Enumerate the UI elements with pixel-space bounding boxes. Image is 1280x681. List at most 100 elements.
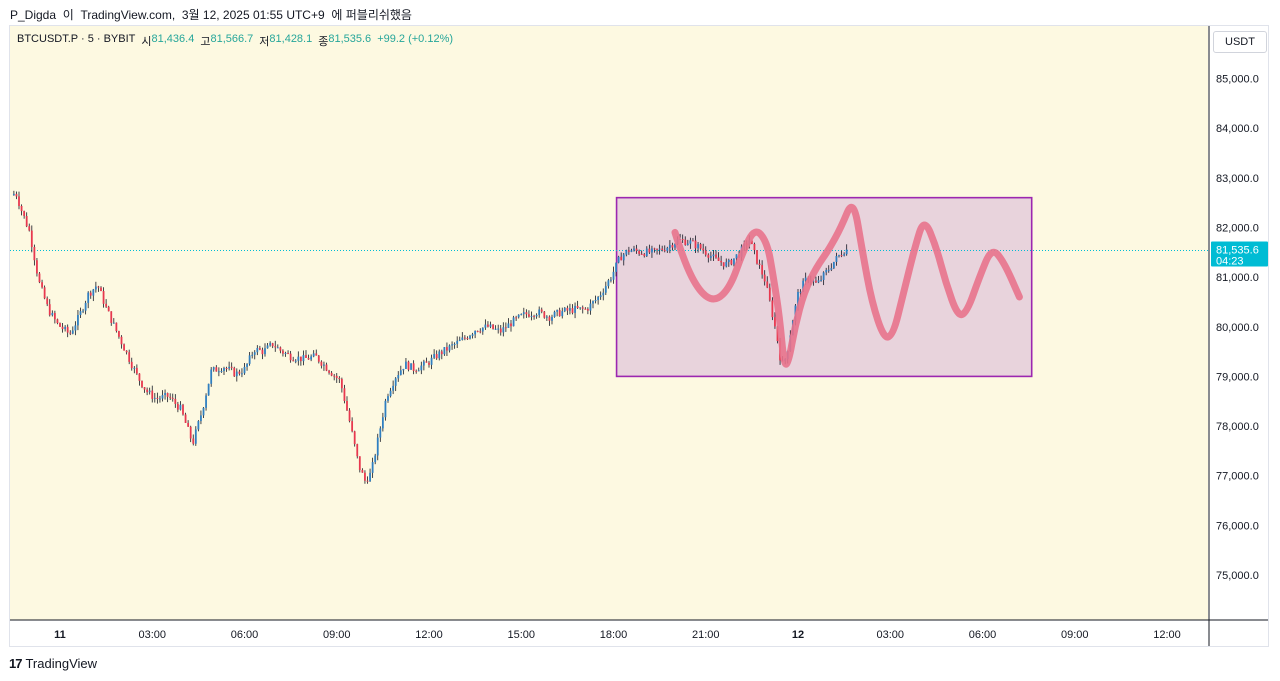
candle-body	[41, 282, 43, 288]
price-tick-label: 81,000.0	[1216, 272, 1259, 284]
candle-body	[425, 361, 428, 363]
candle-body	[709, 256, 712, 258]
candle-body	[371, 462, 374, 473]
price-tick-label: 77,000.0	[1216, 471, 1259, 483]
candle-body	[302, 355, 305, 362]
publish-info: P_Digda 이 TradingView.com, 3월 12, 2025 0…	[10, 6, 412, 23]
candle-body	[428, 362, 430, 365]
time-axis[interactable]	[10, 620, 1208, 646]
candle-body	[822, 272, 825, 280]
candle-body	[194, 429, 197, 444]
candle-body	[686, 243, 689, 245]
candle-body	[479, 331, 482, 333]
candle-body	[456, 340, 459, 344]
currency-button[interactable]: USDT	[1213, 31, 1267, 53]
candle-body	[125, 350, 128, 353]
candle-body	[579, 307, 582, 309]
candle-body	[832, 261, 835, 269]
candle-body	[174, 398, 177, 404]
price-axis[interactable]	[1209, 26, 1268, 646]
candle-body	[476, 330, 479, 332]
candle-body	[761, 265, 764, 275]
candle-body	[622, 254, 625, 261]
candle-body	[474, 330, 477, 335]
candle-body	[651, 248, 653, 253]
candle-body	[658, 248, 661, 250]
candle-body	[143, 387, 146, 390]
candle-body	[233, 367, 236, 377]
candle-body	[258, 347, 261, 350]
candle-body	[592, 301, 594, 304]
time-tick-label: 03:00	[138, 629, 166, 641]
candle-body	[25, 215, 28, 227]
candle-body	[138, 373, 141, 381]
candle-body	[351, 421, 354, 432]
candle-body	[369, 472, 371, 482]
candle-body	[722, 262, 725, 267]
candle-body	[274, 346, 277, 348]
candle-body	[161, 395, 164, 399]
candle-body	[763, 274, 766, 282]
candle-body	[33, 247, 36, 261]
candle-body	[182, 404, 184, 415]
author-name[interactable]: P_Digda	[10, 8, 57, 22]
high-label: 고	[200, 36, 211, 48]
candle-body	[112, 322, 115, 324]
candle-body	[153, 397, 156, 399]
candle-body	[410, 363, 412, 370]
annotation-rectangle[interactable]	[615, 196, 1033, 378]
candle-body	[604, 286, 607, 293]
candle-body	[220, 371, 223, 373]
candle-body	[133, 367, 136, 369]
candle-body	[666, 247, 669, 252]
candle-body	[727, 259, 730, 262]
candle-body	[156, 397, 159, 399]
candle-body	[776, 326, 779, 342]
price-tick-label: 78,000.0	[1216, 421, 1259, 433]
candle-body	[481, 327, 484, 332]
candle-body	[774, 317, 776, 327]
tradingview-logo-icon[interactable]: 17	[9, 656, 23, 671]
candle-body	[827, 269, 830, 271]
candle-body	[630, 250, 633, 252]
candle-body	[576, 305, 579, 308]
candle-body	[210, 369, 213, 384]
candle-body	[617, 256, 620, 263]
candle-body	[207, 383, 210, 396]
candle-body	[107, 306, 110, 312]
footer: 17 TradingView	[9, 656, 97, 671]
candle-body	[715, 254, 717, 258]
candle-body	[315, 353, 318, 356]
candle-body	[453, 343, 456, 345]
tradingview-logo-text[interactable]: TradingView	[25, 656, 98, 671]
close-label: 종	[318, 36, 329, 48]
candle-body	[312, 353, 315, 357]
candle-body	[189, 426, 192, 439]
price-tag	[1211, 241, 1268, 267]
price-tag-countdown: 04:23	[1216, 256, 1244, 268]
candle-body	[202, 407, 205, 416]
ohlc-legend: BTCUSDT.P · 5 · BYBIT 시 81,436.4 고 81,56…	[17, 33, 453, 49]
freehand-annotation[interactable]	[671, 203, 1023, 368]
candle-body	[36, 260, 38, 274]
symbol-label[interactable]: BTCUSDT.P · 5 · BYBIT	[17, 33, 136, 45]
price-tick-label: 79,000.0	[1216, 371, 1259, 383]
candle-body	[374, 455, 377, 463]
candle-body	[674, 244, 676, 248]
candle-body	[328, 370, 330, 373]
candle-body	[517, 314, 520, 318]
candle-body	[707, 254, 710, 258]
candle-body	[87, 292, 90, 303]
candle-body	[276, 347, 279, 349]
candle-body	[504, 327, 507, 329]
candle-body	[756, 250, 758, 264]
open-value: 81,436.4	[151, 33, 195, 45]
candle-body	[510, 323, 512, 327]
candle-body	[294, 360, 297, 362]
candle-body	[399, 370, 402, 376]
candle-body	[48, 304, 51, 316]
candle-body	[694, 240, 697, 249]
candle-body	[405, 361, 407, 369]
candle-body	[53, 312, 56, 320]
